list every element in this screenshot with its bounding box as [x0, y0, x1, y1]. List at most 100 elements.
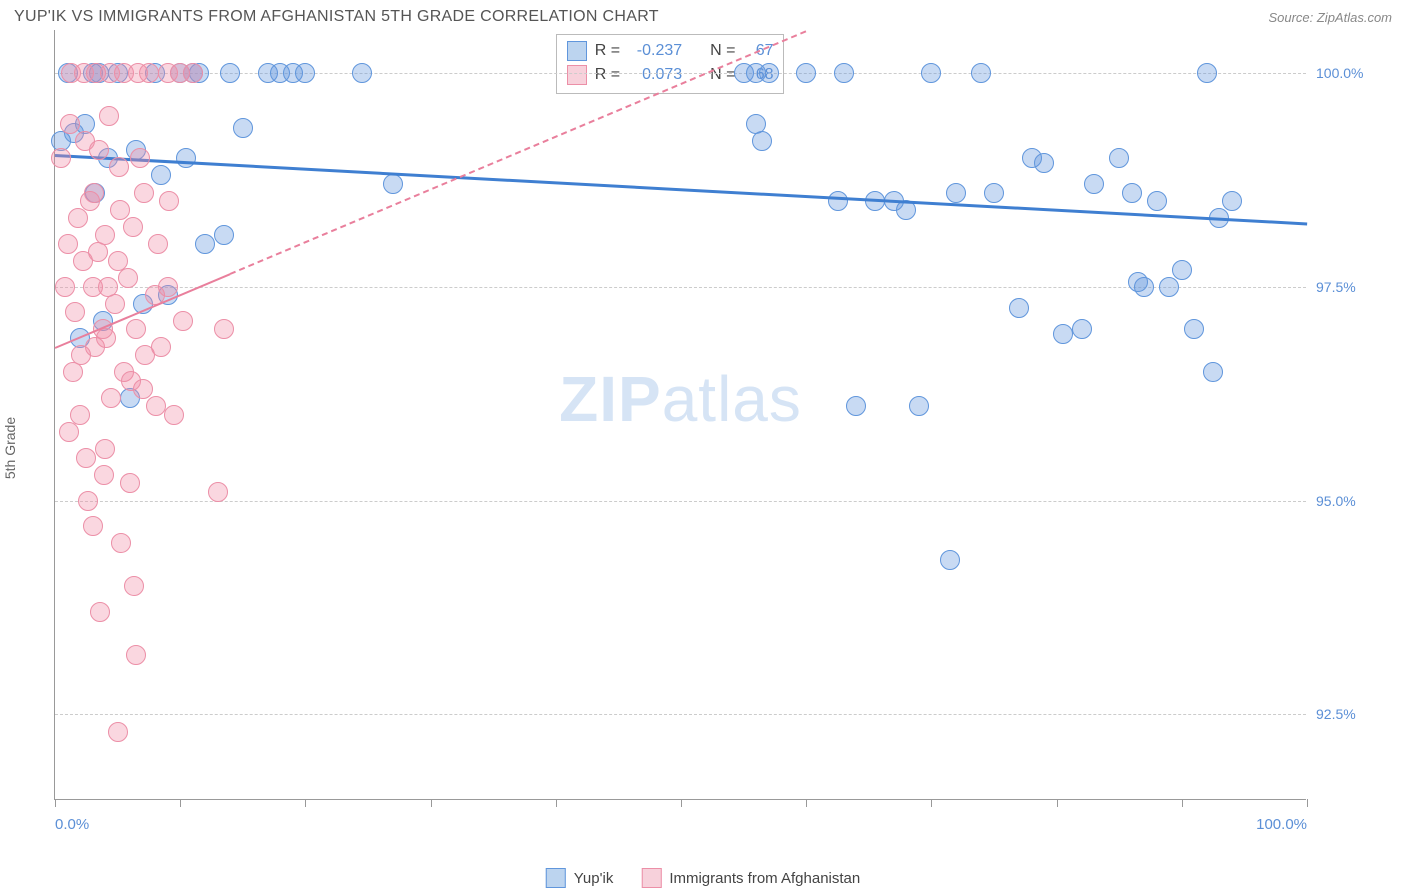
x-tick — [556, 799, 557, 807]
data-point — [83, 516, 103, 536]
data-point — [195, 234, 215, 254]
x-tick-label-max: 100.0% — [1256, 816, 1307, 833]
data-point — [130, 148, 150, 168]
data-point — [1009, 298, 1029, 318]
stat-r-label: R = — [595, 39, 620, 63]
data-point — [1122, 183, 1142, 203]
data-point — [108, 722, 128, 742]
plot-area: ZIPatlas R =-0.237N =67R =0.073N =68 92.… — [54, 30, 1306, 800]
data-point — [110, 200, 130, 220]
gridline — [55, 501, 1306, 502]
data-point — [940, 550, 960, 570]
data-point — [123, 217, 143, 237]
data-point — [128, 63, 148, 83]
data-point — [1197, 63, 1217, 83]
data-point — [921, 63, 941, 83]
data-point — [183, 63, 203, 83]
y-tick-label: 100.0% — [1316, 65, 1376, 81]
data-point — [95, 225, 115, 245]
data-point — [176, 148, 196, 168]
data-point — [76, 448, 96, 468]
data-point — [159, 191, 179, 211]
data-point — [109, 157, 129, 177]
data-point — [94, 465, 114, 485]
legend-item: Immigrants from Afghanistan — [641, 868, 860, 888]
x-tick — [681, 799, 682, 807]
legend-item: Yup'ik — [546, 868, 614, 888]
stat-r-value: 0.073 — [628, 63, 682, 87]
data-point — [100, 63, 120, 83]
chart-area: 5th Grade ZIPatlas R =-0.237N =67R =0.07… — [14, 30, 1392, 850]
trend-line — [230, 30, 807, 275]
x-tick — [931, 799, 932, 807]
data-point — [63, 362, 83, 382]
data-point — [70, 405, 90, 425]
y-tick-label: 92.5% — [1316, 706, 1376, 722]
x-tick — [180, 799, 181, 807]
legend-swatch — [567, 65, 587, 85]
data-point — [796, 63, 816, 83]
watermark-atlas: atlas — [662, 363, 802, 435]
y-tick-label: 95.0% — [1316, 493, 1376, 509]
data-point — [151, 165, 171, 185]
y-tick-label: 97.5% — [1316, 279, 1376, 295]
chart-title: YUP'IK VS IMMIGRANTS FROM AFGHANISTAN 5T… — [14, 8, 659, 26]
stat-r-label: R = — [595, 63, 620, 87]
data-point — [295, 63, 315, 83]
data-point — [984, 183, 1004, 203]
data-point — [214, 225, 234, 245]
bottom-legend: Yup'ik Immigrants from Afghanistan — [546, 868, 860, 888]
data-point — [208, 482, 228, 502]
x-tick — [1307, 799, 1308, 807]
source-label: Source: ZipAtlas.com — [1268, 10, 1392, 25]
data-point — [1184, 319, 1204, 339]
data-point — [51, 148, 71, 168]
legend-label: Immigrants from Afghanistan — [669, 870, 860, 887]
legend-swatch — [567, 41, 587, 61]
data-point — [1128, 272, 1148, 292]
gridline — [55, 73, 1306, 74]
data-point — [759, 63, 779, 83]
data-point — [111, 533, 131, 553]
legend-swatch — [546, 868, 566, 888]
data-point — [55, 277, 75, 297]
data-point — [946, 183, 966, 203]
data-point — [1022, 148, 1042, 168]
x-tick — [806, 799, 807, 807]
stats-row: R =-0.237N =67 — [567, 39, 774, 63]
data-point — [101, 388, 121, 408]
data-point — [88, 242, 108, 262]
data-point — [164, 405, 184, 425]
data-point — [126, 319, 146, 339]
legend-label: Yup'ik — [574, 870, 614, 887]
data-point — [971, 63, 991, 83]
watermark-zip: ZIP — [559, 363, 662, 435]
gridline — [55, 287, 1306, 288]
data-point — [1053, 324, 1073, 344]
data-point — [828, 191, 848, 211]
data-point — [909, 396, 929, 416]
x-tick — [1182, 799, 1183, 807]
data-point — [151, 337, 171, 357]
data-point — [1159, 277, 1179, 297]
data-point — [1147, 191, 1167, 211]
data-point — [1072, 319, 1092, 339]
legend-swatch — [641, 868, 661, 888]
data-point — [1084, 174, 1104, 194]
data-point — [383, 174, 403, 194]
data-point — [78, 491, 98, 511]
gridline — [55, 714, 1306, 715]
data-point — [158, 277, 178, 297]
stat-r-value: -0.237 — [628, 39, 682, 63]
data-point — [65, 302, 85, 322]
data-point — [1109, 148, 1129, 168]
x-tick — [431, 799, 432, 807]
watermark: ZIPatlas — [559, 362, 802, 436]
data-point — [134, 183, 154, 203]
data-point — [105, 294, 125, 314]
data-point — [124, 576, 144, 596]
data-point — [1172, 260, 1192, 280]
data-point — [352, 63, 372, 83]
data-point — [58, 234, 78, 254]
data-point — [59, 422, 79, 442]
